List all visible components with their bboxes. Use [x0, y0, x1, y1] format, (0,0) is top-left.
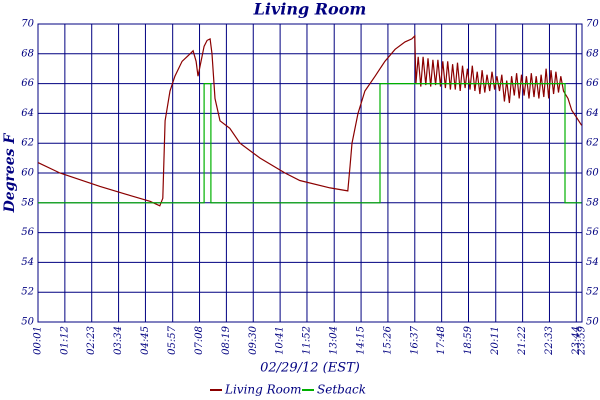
x-tick-label: 08:19 — [221, 325, 232, 354]
y2-tick-label: 50 — [586, 317, 599, 328]
line-series — [38, 83, 582, 204]
x-tick-label: 23:44 — [571, 326, 582, 356]
x-axis-label: 02/29/12 (EST) — [260, 361, 360, 376]
y-axis-label: Degrees F — [2, 133, 18, 214]
line-series — [37, 34, 583, 207]
legend-label: Living Room — [224, 383, 302, 397]
y-tick-label: 56 — [21, 227, 34, 238]
y2-tick-label: 64 — [586, 108, 599, 119]
y2-tick-label: 62 — [586, 138, 599, 149]
y-tick-label: 50 — [21, 317, 34, 328]
y-tick-label: 68 — [21, 48, 34, 59]
x-tick-label: 17:48 — [436, 326, 447, 355]
x-tick-label: 00:01 — [33, 326, 44, 355]
y2-tick-label: 60 — [586, 168, 599, 179]
x-tick-label: 16:37 — [409, 325, 420, 354]
x-tick-label: 07:08 — [194, 326, 205, 355]
x-tick-label: 09:30 — [248, 325, 259, 354]
y2-tick-label: 54 — [586, 257, 599, 268]
plot-frame — [37, 23, 583, 323]
y-tick-label: 54 — [21, 257, 34, 268]
x-tick-label: 04:45 — [140, 326, 151, 355]
x-tick-label: 11:52 — [301, 326, 312, 355]
x-tick-label: 20:11 — [490, 326, 501, 356]
y-tick-label: 70 — [21, 19, 34, 30]
x-tick-label: 18:59 — [463, 325, 474, 354]
y2-tick-label: 68 — [586, 48, 599, 59]
y-tick-label: 62 — [21, 138, 34, 149]
y-tick-label: 66 — [21, 78, 34, 89]
chart-title: Living Room — [253, 0, 367, 19]
legend-label: Setback — [317, 383, 366, 397]
x-tick-label: 14:15 — [356, 326, 367, 355]
y2-tick-label: 58 — [586, 197, 599, 208]
y-tick-label: 52 — [21, 287, 34, 298]
x-tick-label: 23:59 — [577, 325, 588, 355]
x-tick-label: 22:33 — [544, 326, 555, 356]
x-tick-label: 10:41 — [275, 326, 286, 355]
y2-tick-label: 70 — [586, 19, 599, 30]
x-tick-label: 02:23 — [86, 326, 97, 355]
x-tick-label: 15:26 — [382, 325, 393, 354]
x-tick-label: 13:04 — [329, 326, 340, 355]
y2-tick-label: 52 — [586, 287, 599, 298]
y-tick-label: 60 — [21, 168, 34, 179]
y-tick-label: 58 — [21, 197, 34, 208]
y2-tick-label: 66 — [586, 78, 599, 89]
x-tick-label: 03:34 — [113, 326, 124, 355]
x-tick-label: 05:57 — [167, 325, 178, 354]
x-tick-label: 01:12 — [59, 326, 70, 355]
y2-tick-label: 56 — [586, 227, 599, 238]
y-tick-label: 64 — [21, 108, 34, 119]
x-tick-label: 21:22 — [517, 326, 528, 356]
